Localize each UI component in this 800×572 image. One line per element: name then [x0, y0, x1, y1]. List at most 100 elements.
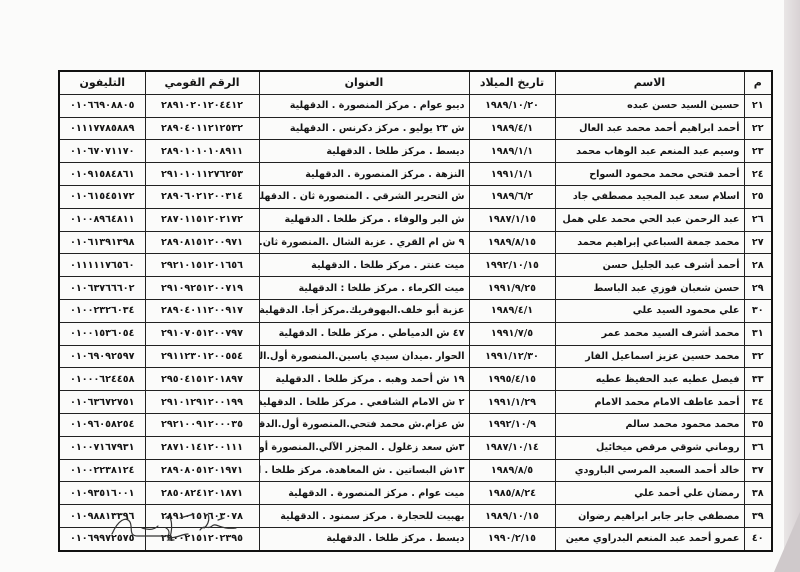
dob-cell-text: ١٩٩٠/٢/١٥ — [488, 533, 536, 545]
name-cell-text: روماني شوقي مرقص ميخائيل — [595, 442, 740, 454]
address-cell-text: ميت عوام . مركز المنصورة . الدقهلية — [288, 487, 465, 499]
name-cell-text: مصطفي جابر جابر ابراهيم رضوان — [578, 510, 740, 522]
national-id-cell: ٢٨٩٠٨٠٥١٢٠١٩٧١ — [144, 458, 260, 483]
name-cell-text: أحمد ابراهيم أحمد محمد عبد العال — [579, 122, 740, 134]
row-index: ٢٩ — [743, 276, 773, 300]
phone-cell-text: ٠١٠٠٨٩٦٤٨١١ — [70, 214, 135, 226]
row-index-text: ٢٦ — [751, 214, 764, 226]
national-id-cell-text: ٢٩١٠٩٢٥١٢٠٠٧١٩ — [161, 282, 243, 294]
row-index: ٣٣ — [743, 367, 773, 392]
address-cell-text: ديسط . مركز طلخا . الدقهلية — [326, 145, 465, 157]
phone-cell: ٠١٠٠٢٢٣٨١٢٤ — [58, 458, 146, 483]
dob-cell: ١٩٩٥/٤/١٥ — [468, 367, 556, 392]
dob-cell: ١٩٩١/٧/٥ — [468, 321, 556, 346]
header-dob: تاريخ الميلاد — [468, 70, 556, 95]
address-cell: ديبو عوام . مركز المنصورة . الدقهلية — [258, 93, 470, 118]
row-index: ٣٢ — [743, 344, 773, 369]
phone-cell: ٠١٠٦٣٦٧٢٧٥١ — [58, 390, 146, 414]
national-id-cell-text: ٢٨٩٠٨١٥١٢٠٠٩٧١ — [161, 236, 243, 248]
dob-cell: ١٩٨٩/١٠/١٥ — [468, 504, 556, 528]
national-id-cell-text: ٢٩٥٠٤١٥١٢٠١٨٩٧ — [161, 373, 243, 385]
row-index: ٢٦ — [743, 207, 773, 232]
name-cell: عبد الرحمن عبد الحي محمد علي همل — [554, 207, 745, 232]
registrants-table: م الاسم تاريخ الميلاد العنوان الرقم القو… — [58, 70, 773, 552]
row-index-text: ٣٧ — [751, 464, 764, 476]
address-cell: ميت الكرماء . مركز طلخا : الدقهلية — [258, 276, 470, 300]
dob-cell: ١٩٨٩/٨/٥ — [468, 458, 556, 483]
phone-cell-text: ٠١٠٩٣٥١٦٠٠١ — [70, 487, 135, 499]
dob-cell-text: ١٩٩١/١/٢٩ — [488, 396, 536, 408]
header-name: الاسم — [554, 70, 745, 95]
dob-cell-text: ١٩٩٢/١٠/٩ — [488, 419, 536, 431]
phone-cell-text: ٠١٠٠٧١٦٧٩٣١ — [70, 442, 135, 454]
phone-cell-text: ٠١٠٠٢٣٢٦٠٣٤ — [70, 305, 135, 317]
national-id-cell-text: ٢٩٢١٠١٥١٢٠١٦٥٦ — [161, 259, 243, 271]
national-id-cell: ٢٨٩٠٨١٥١٢٠٠٩٧١ — [144, 230, 260, 255]
dob-cell: ١٩٨٩/١/١ — [468, 139, 556, 164]
dob-cell-text: ١٩٨٩/٨/٥ — [490, 464, 534, 476]
national-id-cell-text: ٢٨٧٠١١٥١٢٠٢١٧٢ — [161, 214, 243, 226]
name-cell-text: رمضان علي أحمد علي — [634, 487, 740, 499]
row-index: ٢١ — [743, 93, 773, 118]
address-cell: ٩ ش ام القري . عزبة الشال .المنصورة ثان.… — [258, 230, 470, 255]
row-index-text: ٢٣ — [751, 145, 764, 157]
address-cell: ٤٧ ش الدمياطي . مركز طلخا . الدقهلية — [258, 321, 470, 346]
phone-cell-text: ٠١٠٦٣٦٧٢٧٥١ — [70, 396, 135, 408]
phone-cell-text: ٠١٠٠٢٢٣٨١٢٤ — [70, 464, 135, 476]
phone-cell-text: ٠١٠٦٦٩٠٨٨٠٥ — [70, 100, 135, 112]
national-id-cell: ٢٩١٠٩٢٥١٢٠٠٧١٩ — [144, 276, 260, 300]
dob-cell: ١٩٨٩/٨/١٥ — [468, 230, 556, 255]
row-index: ٣٧ — [743, 458, 773, 483]
phone-cell: ٠١٠٦١٣٩١٣٩٨ — [58, 230, 146, 255]
address-cell-text: ٩ ش ام القري . عزبة الشال .المنصورة ثان.… — [259, 236, 465, 248]
national-id-cell-text: ٢٨٩١٠١٥١٦٠٣٠٧٨ — [161, 510, 243, 522]
address-cell: ٢ ش الامام الشافعي . مركز طلخا . الدقهلي… — [258, 390, 470, 414]
address-cell-text: ٤٧ ش الدمياطي . مركز طلخا . الدقهلية — [278, 328, 465, 340]
dob-cell: ١٩٩٠/٢/١٥ — [468, 526, 556, 552]
row-index: ٢٧ — [743, 230, 773, 255]
name-cell: عمرو أحمد عبد المنعم البدراوي معين — [554, 526, 745, 552]
dob-cell-text: ١٩٩٥/٤/١٥ — [488, 373, 536, 385]
row-index-text: ٣٠ — [751, 305, 764, 317]
national-id-cell: ٢٨٩١٠٢٠١٢٠٤٤١٢ — [144, 93, 260, 118]
row-index-text: ٣٦ — [751, 442, 764, 454]
address-cell: ش التحرير الشرقي . المنصورة ثان . الدقهل… — [258, 184, 470, 209]
national-id-cell: ٢٨٩٠١٠١٠١٠٨٩١١ — [144, 139, 260, 164]
name-cell: مصطفي جابر جابر ابراهيم رضوان — [554, 504, 745, 528]
row-index-text: ٢٢ — [751, 122, 764, 134]
national-id-cell: ٢٩١٠١٢٩١٢٠٠١٩٩ — [144, 390, 260, 414]
row-index-text: ٣٥ — [751, 419, 764, 431]
phone-cell-text: ٠١٠٦٩٩٧٢٥٧٥ — [70, 533, 135, 545]
dob-cell-text: ١٩٨٩/١٠/٢٠ — [485, 100, 539, 112]
name-cell: محمد جمعة السباعي إبراهيم محمد — [554, 230, 745, 255]
phone-cell-text: ٠١٠٦١٣٩١٣٩٨ — [70, 236, 135, 248]
phone-cell: ٠١٠٦٧٠٧١١٧٠ — [58, 139, 146, 164]
name-cell: خالد أحمد السعيد المرسي البارودي — [554, 458, 745, 483]
national-id-cell: ٢٩٢١٠٠٩١٢٠٠٠٣٥ — [144, 412, 260, 437]
address-cell-text: النزهة . مركز المنصورة . الدقهلية — [305, 168, 465, 180]
table-row: ٤٠ عمرو أحمد عبد المنعم البدراوي معين ١٩٩٠… — [58, 526, 773, 552]
phone-cell-text: ٠١٠٩١٥٨٤٨٦١ — [70, 168, 135, 180]
address-cell: ش البر والوفاء . مركز طلخا . الدقهلية — [258, 207, 470, 232]
dob-cell: ١٩٨٩/١٠/٢٠ — [468, 93, 556, 118]
header-address: العنوان — [258, 70, 470, 95]
name-cell: أحمد فتحي محمد محمود السواح — [554, 162, 745, 186]
address-cell-text: ش البر والوفاء . مركز طلخا . الدقهلية — [284, 214, 465, 226]
name-cell: حسين السيد حسن عبده — [554, 93, 745, 118]
name-cell: فيصل عطيه عبد الحفيظ عطيه — [554, 367, 745, 392]
row-index: ٣٤ — [743, 390, 773, 414]
dob-cell-text: ١٩٨٩/٤/١ — [490, 122, 534, 134]
name-cell: رمضان علي أحمد علي — [554, 481, 745, 506]
address-cell: ميت عنتر . مركز طلخا . الدقهلية — [258, 253, 470, 278]
national-id-cell-text: ٢٨٩٠٨٠٥١٢٠١٩٧١ — [161, 464, 243, 476]
name-cell-text: علي محمود السيد علي — [632, 305, 740, 317]
row-index-text: ٣٩ — [751, 510, 764, 522]
dob-cell-text: ١٩٩١/١٢/٣٠ — [485, 350, 539, 362]
row-index: ٢٤ — [743, 162, 773, 186]
name-cell: أحمد أشرف عبد الجليل حسن — [554, 253, 745, 278]
national-id-cell-text: ٢٨٩٠٦٠٢١٢٠٠٣١٤ — [161, 191, 243, 203]
table-header-row: م الاسم تاريخ الميلاد العنوان الرقم القو… — [58, 70, 773, 95]
name-cell-text: محمد حسين عزيز اسماعيل الفار — [585, 350, 740, 362]
name-cell-text: اسلام سعد عبد المجيد مصطفي جاد — [572, 191, 740, 203]
row-index: ٤٠ — [743, 526, 773, 552]
